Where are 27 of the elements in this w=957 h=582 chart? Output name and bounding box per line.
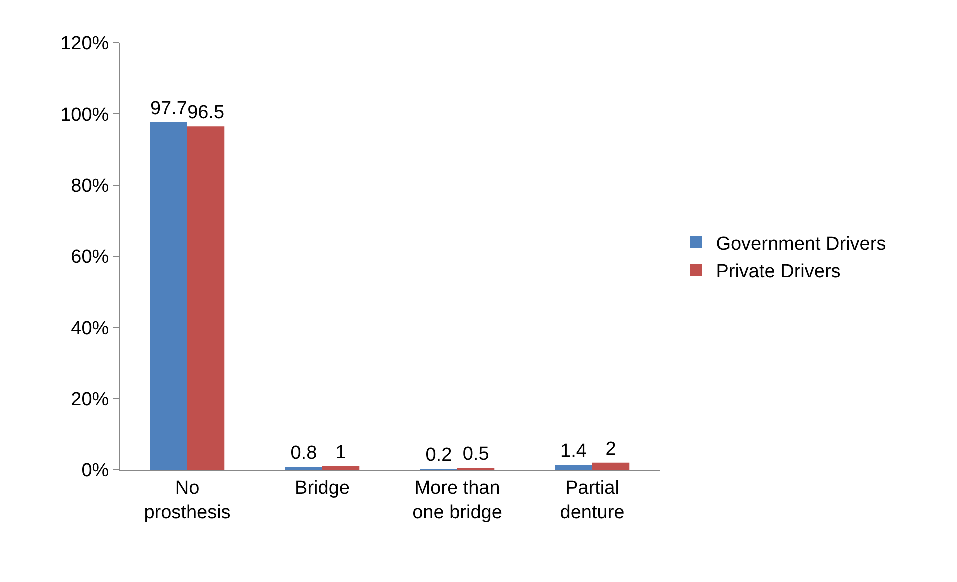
x-tick-label: More than one bridge bbox=[412, 478, 502, 524]
data-label: 0.8 bbox=[290, 443, 318, 464]
legend-label: Private Drivers bbox=[716, 261, 841, 282]
x-tick-label: Bridge bbox=[295, 478, 350, 499]
y-tick-label: 60% bbox=[71, 247, 110, 268]
data-label: 0.5 bbox=[462, 444, 490, 465]
data-label: 0.2 bbox=[426, 445, 452, 466]
y-tick-label: 120% bbox=[60, 34, 110, 55]
data-label: 1 bbox=[336, 442, 346, 464]
data-label: 97.7 bbox=[150, 98, 188, 120]
y-tick-label: 40% bbox=[71, 318, 110, 340]
bar bbox=[592, 462, 630, 470]
x-tick-label: No prosthesis bbox=[144, 478, 231, 524]
bar bbox=[150, 122, 188, 470]
y-tick-label: 80% bbox=[71, 176, 110, 197]
data-label: 1.4 bbox=[560, 441, 588, 462]
bar bbox=[322, 466, 360, 470]
bar bbox=[188, 126, 225, 470]
data-label: 96.5 bbox=[188, 102, 225, 124]
data-label: 2 bbox=[606, 438, 616, 460]
bar bbox=[285, 467, 322, 470]
x-tick-label: Partial denture bbox=[560, 478, 625, 524]
bar bbox=[555, 465, 592, 470]
legend-label: Government Drivers bbox=[716, 234, 886, 255]
y-tick-label: 0% bbox=[82, 460, 110, 482]
y-tick-label: 20% bbox=[71, 389, 110, 410]
y-tick-label: 100% bbox=[60, 104, 110, 126]
